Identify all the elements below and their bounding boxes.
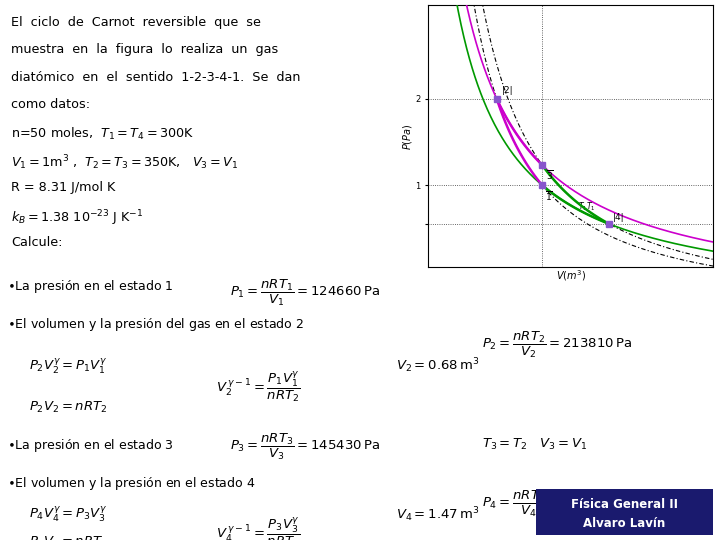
FancyBboxPatch shape [536, 489, 713, 535]
Text: diatómico  en  el  sentido  1-2-3-4-1.  Se  dan: diatómico en el sentido 1-2-3-4-1. Se da… [12, 71, 301, 84]
Text: $T_3 = T_2 \quad V_3 = V_1$: $T_3 = T_2 \quad V_3 = V_1$ [482, 437, 588, 453]
Text: |2|: |2| [503, 86, 514, 95]
Text: Calcule:: Calcule: [12, 236, 63, 249]
Text: $V_1=1$m$^3$ ,  $T_2=T_3=350$K,   $V_3=V_1$: $V_1=1$m$^3$ , $T_2=T_3=350$K, $V_3=V_1$ [12, 153, 238, 172]
X-axis label: $V(m^3)$: $V(m^3)$ [556, 269, 585, 284]
Text: $V_2^{\,\gamma-1} = \dfrac{P_1 V_1^\gamma}{nRT_2}$: $V_2^{\,\gamma-1} = \dfrac{P_1 V_1^\gamm… [216, 370, 301, 404]
Text: $V_4 = 1.47\,\mathrm{m}^3$: $V_4 = 1.47\,\mathrm{m}^3$ [396, 505, 480, 524]
Text: $V_2 = 0.68\,\mathrm{m}^3$: $V_2 = 0.68\,\mathrm{m}^3$ [396, 356, 480, 375]
Text: $\bullet$El volumen y la presión del gas en el estado 2: $\bullet$El volumen y la presión del gas… [7, 316, 304, 333]
Text: Física General II: Física General II [571, 498, 678, 511]
Text: como datos:: como datos: [12, 98, 91, 111]
Text: $P_2 V_2^\gamma = P_1 V_1^\gamma$: $P_2 V_2^\gamma = P_1 V_1^\gamma$ [29, 356, 107, 375]
Text: R = 8.31 J/mol K: R = 8.31 J/mol K [12, 181, 116, 194]
Text: $P_3 = \dfrac{nRT_3}{V_3} = 145430\,\mathrm{Pa}$: $P_3 = \dfrac{nRT_3}{V_3} = 145430\,\mat… [230, 432, 380, 462]
Text: n=50 moles,  $T_1=T_4=300$K: n=50 moles, $T_1=T_4=300$K [12, 126, 194, 142]
Text: $P_4 = \dfrac{nRT_1}{V_4} = 84790\,\mathrm{Pa}$: $P_4 = \dfrac{nRT_1}{V_4} = 84790\,\math… [482, 489, 624, 519]
Text: muestra  en  la  figura  lo  realiza  un  gas: muestra en la figura lo realiza un gas [12, 43, 279, 56]
Text: $T_1T_1$: $T_1T_1$ [577, 200, 595, 213]
Text: $\bullet$La presión en el estado 3: $\bullet$La presión en el estado 3 [7, 437, 174, 454]
Text: Alvaro Lavín: Alvaro Lavín [583, 517, 666, 530]
Text: $P_4 V_4 = nRT_1$: $P_4 V_4 = nRT_1$ [29, 535, 107, 540]
Text: |4|: |4| [613, 213, 625, 222]
Text: $V_4^{\,\gamma-1} = \dfrac{P_3 V_3^\gamma}{nRT_1}$: $V_4^{\,\gamma-1} = \dfrac{P_3 V_3^\gamm… [216, 516, 301, 540]
Text: $\overline{3}$: $\overline{3}$ [546, 168, 554, 182]
Text: $P_2 = \dfrac{nRT_2}{V_2} = 213810\,\mathrm{Pa}$: $P_2 = \dfrac{nRT_2}{V_2} = 213810\,\mat… [482, 329, 632, 360]
Text: $\bullet$El volumen y la presión en el estado 4: $\bullet$El volumen y la presión en el e… [7, 475, 256, 492]
Text: $P_2 V_2 = nRT_2$: $P_2 V_2 = nRT_2$ [29, 400, 107, 415]
Text: $\bullet$La presión en el estado 1: $\bullet$La presión en el estado 1 [7, 278, 174, 295]
Text: El  ciclo  de  Carnot  reversible  que  se: El ciclo de Carnot reversible que se [12, 16, 261, 29]
Text: $P_1 = \dfrac{nRT_1}{V_1} = 124660\,\mathrm{Pa}$: $P_1 = \dfrac{nRT_1}{V_1} = 124660\,\mat… [230, 278, 380, 308]
Text: $P_4 V_4^\gamma = P_3 V_3^\gamma$: $P_4 V_4^\gamma = P_3 V_3^\gamma$ [29, 505, 107, 524]
Y-axis label: $P(Pa)$: $P(Pa)$ [401, 123, 414, 150]
Text: $\overline{1}$: $\overline{1}$ [545, 189, 553, 203]
Text: $k_B=1.38$ $10^{-23}$ J K$^{-1}$: $k_B=1.38$ $10^{-23}$ J K$^{-1}$ [12, 208, 144, 228]
